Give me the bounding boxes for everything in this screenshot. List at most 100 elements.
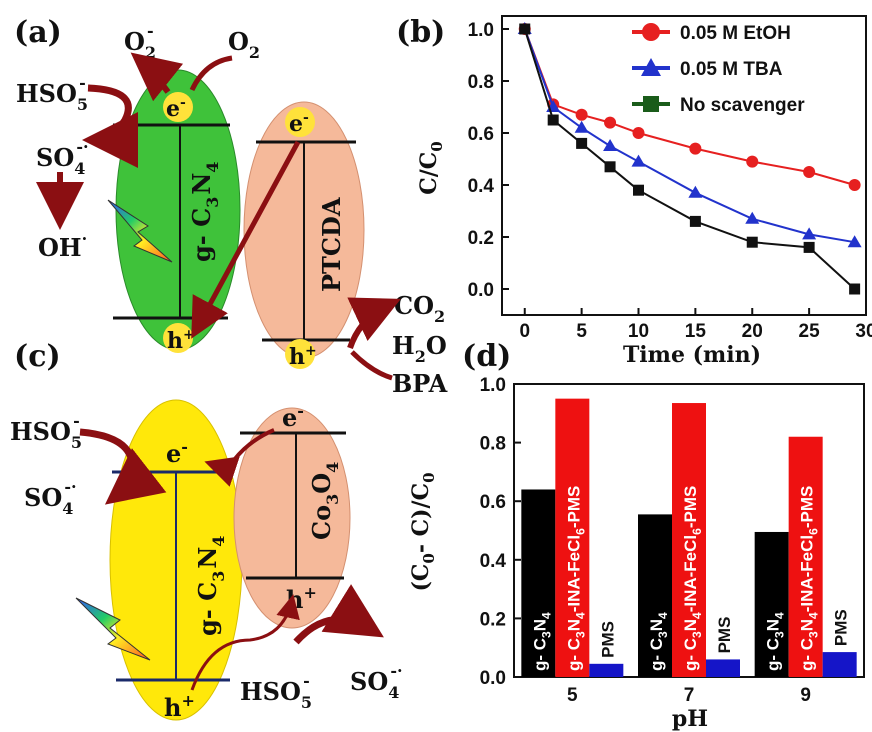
chart-d: (d) 0.0 0.2 0.4 0.6 0.8 1.0 5 7 9 g- C3N4 g- C3N… <box>408 339 865 732</box>
arrow-electron-transfer-a <box>191 140 301 339</box>
chart-b-point-2 <box>633 184 644 196</box>
chart-b-point-2 <box>746 236 758 248</box>
chart-b-legend-label: No scavenger <box>680 95 805 116</box>
chart-b-x-tick-label: 0 <box>519 321 530 342</box>
chart-b-y-tick-label: 0.4 <box>468 176 495 197</box>
arrow-electron-transfer-c <box>204 428 275 487</box>
chart-b-point-1 <box>802 227 817 240</box>
co3o4-ellipse <box>233 407 351 629</box>
chart-b-y-tick-label: 1.0 <box>468 20 494 41</box>
electron-label-gcn-a: e- <box>166 95 186 122</box>
chart-b-legend-marker <box>641 58 661 76</box>
chart-d-bar-label: PMS <box>598 621 617 658</box>
chart-b-point-1 <box>745 211 760 224</box>
so4-label-a: SO4-· <box>36 137 89 178</box>
chart-d-x-title: pH <box>672 706 708 732</box>
chart-d-bar-1 <box>555 398 590 677</box>
chart-b-y-tick-label: 0.8 <box>468 72 494 93</box>
light-bolt-icon-c <box>75 597 151 661</box>
arrow-hole-to-co2 <box>347 297 401 350</box>
hso5-label-a: HSO5- <box>16 73 88 114</box>
co3o4-label: Co3O4 <box>307 462 342 540</box>
electron-label-ptcda: e- <box>289 110 309 137</box>
chart-d-y-tick-label: 0.4 <box>480 551 507 572</box>
chart-b-y-ticks: 0.0 0.2 0.4 0.6 0.8 1.0 <box>468 20 509 301</box>
chart-b: (b) 0.0 0.2 0.4 0.6 0.8 1.0 0 5 10 15 20 25 30 Time… <box>396 15 872 368</box>
superoxide-label: O2- <box>124 21 156 62</box>
bpa-label-a: BPA <box>392 369 448 398</box>
chart-b-frame <box>501 15 867 316</box>
panel-c-label: (c) <box>14 339 61 374</box>
electron-label-gcn-c: e- <box>166 437 188 468</box>
chart-d-bar-0 <box>638 514 672 677</box>
hso5-label-c: HSO5- <box>10 411 82 452</box>
chart-b-point-2 <box>519 23 531 35</box>
h2o-label: H2O <box>392 331 447 366</box>
chart-b-point-0 <box>632 127 645 139</box>
chart-b-point-2 <box>547 114 559 126</box>
chart-b-series <box>517 22 862 295</box>
chart-b-point-2 <box>849 283 861 295</box>
chart-b-legend-label: 0.05 M TBA <box>680 59 783 80</box>
chart-b-x-tick-label: 10 <box>628 321 649 342</box>
chart-d-bar-2 <box>589 663 624 677</box>
chart-d-y-tick-label: 0.8 <box>480 434 506 455</box>
hole-dot-gcn-a <box>163 323 193 353</box>
chart-b-point-0 <box>848 179 861 191</box>
hso5-label-bottom: HSO5- <box>240 671 312 712</box>
chart-d-y-tick-label: 0.2 <box>480 609 506 630</box>
chart-b-point-1 <box>688 185 703 198</box>
chart-b-point-2 <box>604 161 616 173</box>
gcn-label-a: g- C3N4 <box>187 162 222 262</box>
chart-d-y-tick-label: 0.0 <box>480 668 506 689</box>
light-bolt-icon-a <box>107 199 173 263</box>
electron-dot-ptcda <box>285 107 315 137</box>
chart-b-point-0 <box>604 116 617 129</box>
arrow-hso5-to-so4-a <box>82 84 139 168</box>
so4-label-bottom: SO4-· <box>350 661 403 702</box>
chart-b-legend: 0.05 M EtOH 0.05 M TBA No scavenger <box>632 23 805 116</box>
panel-a-label: (a) <box>14 15 62 50</box>
chart-d-y-tick-label: 0.6 <box>480 492 506 513</box>
chart-b-x-tick-label: 25 <box>799 321 821 342</box>
chart-d-y-title: (C0- C)/C0 <box>408 472 438 591</box>
chart-b-y-tick-label: 0.0 <box>468 280 494 301</box>
chart-b-point-0 <box>689 142 702 155</box>
chart-b-x-tick-label: 15 <box>685 321 707 342</box>
panel-d-label: (d) <box>462 339 511 374</box>
arrow-hole-transfer-c <box>190 594 300 691</box>
chart-b-y-tick-label: 0.6 <box>468 124 494 145</box>
co2-label: CO2 <box>394 291 445 326</box>
chart-d-bar-label: g- C3N4 <box>647 612 670 671</box>
chart-b-legend-marker <box>642 23 660 41</box>
chart-b-legend-marker <box>643 96 659 112</box>
hole-label-gcn-a: h+ <box>167 327 195 354</box>
chart-b-x-tick-label: 30 <box>855 321 872 342</box>
chart-b-x-tick-label: 20 <box>742 321 763 342</box>
oxygen-label: O2 <box>228 27 260 62</box>
electron-label-co3o4: e- <box>282 401 304 432</box>
chart-b-point-2 <box>689 215 701 227</box>
chart-b-y-tick-label: 0.2 <box>468 228 494 249</box>
chart-d-bar-label: g- C3N4 <box>530 612 553 671</box>
ptcda-label: PTCDA <box>317 197 346 292</box>
chart-b-legend-label: 0.05 M EtOH <box>680 23 791 44</box>
panel-c: (c) e- e- h+ h+ g- C3N4 Co3O4 HSO5- SO4-… <box>10 339 403 722</box>
chart-b-point-2 <box>803 241 815 253</box>
chart-b-x-tick-label: 5 <box>576 321 587 342</box>
chart-b-point-0 <box>803 166 816 178</box>
chart-b-point-0 <box>575 108 588 121</box>
chart-d-bar-0 <box>521 489 556 677</box>
chart-b-point-2 <box>576 137 588 149</box>
chart-b-y-title: C/C0 <box>416 141 446 195</box>
panel-a: (a) e- h+ e- h+ g- C3N4 PTCDA O2- O2 HSO… <box>14 15 448 398</box>
chart-d-bar-0 <box>754 531 789 677</box>
hole-label-gcn-c: h+ <box>164 691 195 722</box>
chart-d-x-tick-label: 7 <box>684 685 695 706</box>
chart-b-point-1 <box>574 120 589 133</box>
chart-b-point-1 <box>603 139 618 151</box>
chart-d-bar-label: PMS <box>715 617 734 654</box>
chart-d-x-tick-label: 9 <box>800 685 811 706</box>
chart-d-bar-label: g- C3N4 <box>764 612 787 671</box>
